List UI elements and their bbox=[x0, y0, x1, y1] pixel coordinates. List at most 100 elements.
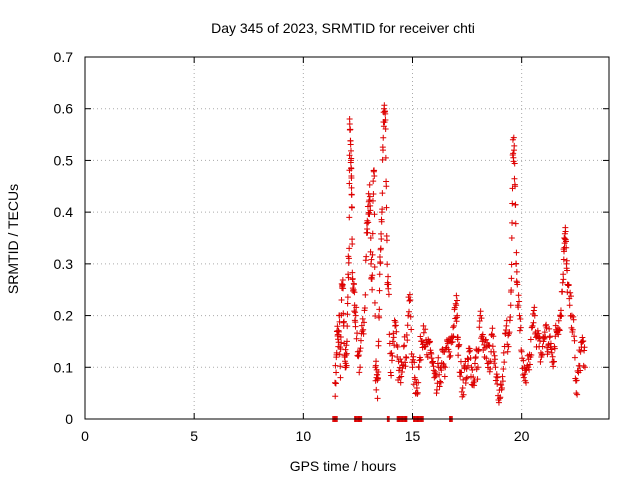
data-point bbox=[544, 348, 551, 355]
data-point bbox=[412, 376, 419, 383]
data-point bbox=[513, 260, 520, 267]
data-point bbox=[560, 276, 567, 283]
data-point bbox=[370, 178, 377, 185]
data-point bbox=[513, 249, 520, 256]
data-point bbox=[514, 281, 521, 288]
data-point bbox=[500, 349, 507, 356]
data-point bbox=[564, 289, 571, 296]
data-point bbox=[394, 343, 401, 350]
data-point bbox=[376, 314, 383, 321]
data-point bbox=[513, 268, 520, 275]
data-point bbox=[380, 147, 387, 154]
data-point bbox=[413, 384, 420, 391]
data-point bbox=[385, 273, 392, 280]
data-point bbox=[563, 257, 570, 264]
data-point bbox=[365, 219, 372, 226]
data-point bbox=[528, 351, 535, 358]
data-point bbox=[487, 366, 494, 373]
data-point bbox=[455, 352, 462, 359]
data-point bbox=[343, 342, 350, 349]
data-point bbox=[567, 289, 574, 296]
data-point bbox=[357, 337, 364, 344]
data-point bbox=[450, 324, 457, 331]
data-point bbox=[362, 291, 369, 298]
data-point bbox=[580, 337, 587, 344]
data-point bbox=[529, 322, 536, 329]
data-point bbox=[442, 364, 449, 371]
data-point bbox=[406, 291, 413, 298]
data-point bbox=[408, 326, 415, 333]
data-point bbox=[453, 302, 460, 309]
data-point bbox=[508, 235, 515, 241]
data-point bbox=[376, 306, 383, 313]
data-point bbox=[340, 318, 347, 325]
data-point bbox=[352, 312, 359, 319]
data-point bbox=[346, 121, 353, 128]
data-point bbox=[359, 315, 366, 322]
plot-frame bbox=[84, 56, 610, 420]
data-point bbox=[509, 219, 516, 226]
data-point bbox=[454, 297, 461, 304]
data-point bbox=[503, 322, 510, 329]
data-point bbox=[347, 141, 354, 148]
data-point bbox=[390, 334, 397, 341]
data-point bbox=[559, 279, 566, 286]
data-point bbox=[508, 287, 515, 294]
data-point bbox=[448, 339, 455, 346]
data-point bbox=[438, 367, 445, 374]
data-point bbox=[508, 275, 515, 282]
data-point bbox=[539, 351, 546, 358]
data-point bbox=[437, 378, 444, 385]
y-tick-label: 0.5 bbox=[54, 152, 74, 168]
data-point bbox=[375, 338, 382, 345]
data-point bbox=[397, 379, 404, 386]
data-point bbox=[406, 308, 413, 315]
data-point bbox=[371, 211, 378, 218]
data-point bbox=[383, 183, 390, 190]
data-point bbox=[470, 374, 477, 381]
data-point bbox=[539, 343, 546, 350]
y-tick-label: 0.6 bbox=[54, 101, 74, 117]
data-point bbox=[357, 364, 364, 371]
data-point bbox=[565, 281, 572, 288]
data-point bbox=[356, 369, 363, 376]
data-point bbox=[509, 200, 516, 207]
data-point bbox=[392, 322, 399, 329]
data-point bbox=[491, 360, 498, 367]
data-point bbox=[560, 256, 567, 263]
data-point bbox=[340, 310, 347, 317]
data-point bbox=[369, 251, 376, 258]
data-point bbox=[446, 353, 453, 360]
data-point bbox=[478, 315, 485, 322]
x-axis-title: GPS time / hours bbox=[290, 458, 397, 474]
data-point bbox=[344, 311, 351, 318]
data-point bbox=[550, 358, 557, 365]
data-point bbox=[483, 355, 490, 362]
data-point bbox=[463, 365, 470, 372]
data-point bbox=[382, 116, 389, 123]
data-point bbox=[458, 369, 465, 376]
data-point bbox=[571, 354, 578, 361]
data-point bbox=[402, 363, 409, 370]
data-point bbox=[345, 255, 352, 262]
data-point bbox=[349, 240, 356, 247]
data-point bbox=[366, 197, 373, 204]
data-point bbox=[407, 313, 414, 320]
data-point bbox=[394, 353, 401, 360]
data-point bbox=[377, 260, 384, 267]
data-point bbox=[471, 360, 478, 367]
data-point bbox=[547, 333, 554, 340]
data-point bbox=[353, 304, 360, 311]
data-point bbox=[332, 380, 339, 387]
data-point bbox=[511, 175, 518, 182]
data-point bbox=[581, 344, 588, 351]
x-axis-ticks: 0 5 10 15 20 bbox=[81, 57, 530, 444]
y-tick-label: 0.4 bbox=[54, 204, 74, 220]
data-point bbox=[344, 323, 351, 330]
data-point bbox=[511, 142, 518, 149]
data-point bbox=[558, 312, 565, 319]
data-point bbox=[356, 348, 363, 355]
data-point bbox=[489, 343, 496, 350]
data-point bbox=[422, 326, 429, 333]
